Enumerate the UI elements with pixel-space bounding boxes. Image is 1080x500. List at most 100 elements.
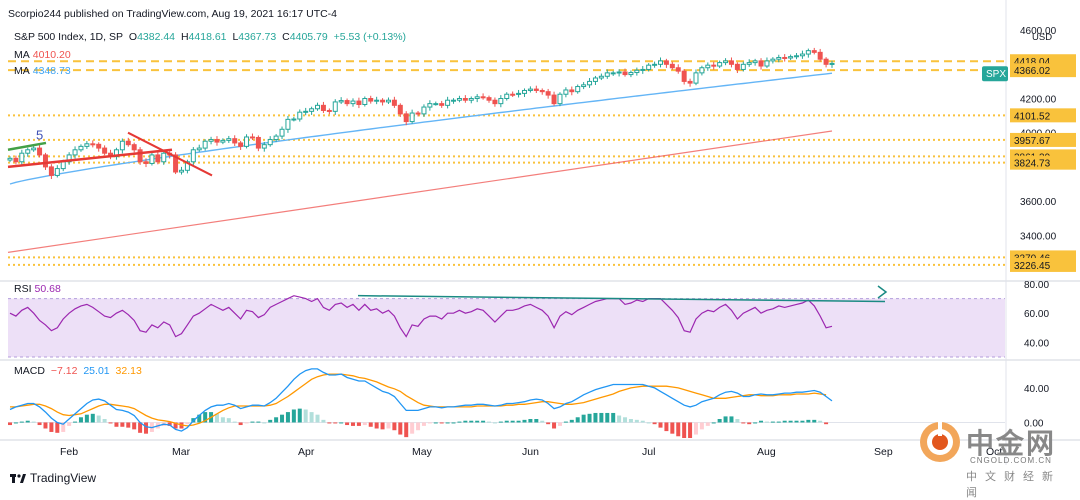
candle-body: [592, 77, 598, 82]
macd-histogram-bar: [800, 420, 805, 423]
macd-histogram-bar: [682, 422, 687, 438]
candle-body: [728, 60, 734, 65]
macd-histogram-bar: [102, 419, 107, 423]
price-tick-label: 4600.00: [1020, 26, 1057, 37]
macd-histogram-bar: [487, 421, 492, 423]
candle-body: [569, 89, 575, 93]
macd-histogram-bar: [73, 421, 78, 423]
rsi-tick-label: 40.00: [1024, 338, 1049, 349]
candle-body: [226, 138, 232, 141]
candle-body: [350, 100, 356, 105]
macd-histogram-bar: [197, 414, 202, 423]
candle-body: [232, 138, 238, 144]
level-tag: [1010, 155, 1076, 170]
high-value: 4418.61: [188, 31, 227, 43]
rsi-arrow-head: [877, 285, 888, 299]
macd-histogram-bar: [220, 417, 225, 423]
macd-histogram-bar: [818, 420, 823, 423]
candle-body: [244, 136, 250, 147]
macd-histogram-bar: [646, 422, 651, 424]
candle-body: [794, 55, 800, 58]
high-label: H: [180, 31, 189, 43]
watermark-sub: 中文财经新闻: [966, 471, 1061, 499]
macd-histogram-bar: [463, 420, 468, 423]
candle-body: [711, 64, 717, 67]
candle-body: [545, 91, 551, 96]
macd-histogram-bar: [557, 422, 562, 426]
macd-histogram-bar: [729, 416, 734, 423]
macd-histogram-bar: [475, 420, 480, 423]
macd-histogram-bar: [605, 412, 610, 423]
rsi-label: RSI: [14, 283, 32, 295]
tradingview-logo[interactable]: TradingView: [10, 471, 96, 485]
macd-histogram-bar: [445, 422, 450, 424]
candle-body: [646, 64, 652, 70]
candle-body: [291, 118, 297, 121]
candle-body: [486, 97, 492, 101]
rsi-legend: RSI 50.68: [14, 283, 64, 295]
candle-body: [776, 56, 782, 60]
macd-histogram-bar: [522, 419, 527, 423]
macd-histogram-bar: [764, 421, 769, 423]
macd-histogram-bar: [534, 419, 539, 423]
rsi-line: [9, 295, 833, 338]
candle-body: [805, 50, 811, 55]
candle-body: [48, 166, 54, 176]
macd-histogram-bar: [634, 419, 639, 423]
macd-histogram-bar: [794, 420, 799, 423]
macd-histogram-bar: [575, 417, 580, 423]
macd-signal-value: 32.13: [115, 365, 142, 377]
candle-body: [604, 72, 610, 77]
ma-slow-line: [7, 130, 833, 253]
level-tag-label: 4418.04: [1014, 57, 1051, 68]
candle-body: [616, 71, 622, 74]
macd-histogram-bar: [285, 412, 290, 423]
macd-histogram-bar: [628, 419, 633, 423]
macd-histogram-bar: [688, 422, 693, 438]
candle-body: [19, 152, 25, 163]
macd-histogram-bar: [652, 422, 657, 425]
candle-body: [498, 98, 504, 105]
macd-histogram-bar: [61, 422, 66, 432]
candle-body: [184, 161, 190, 171]
macd-histogram-bar: [439, 422, 444, 424]
candle-body: [131, 144, 137, 151]
macd-histogram-bar: [451, 422, 456, 424]
macd-histogram-bar: [327, 422, 332, 424]
candle-body: [338, 100, 344, 103]
macd-histogram-bar: [126, 422, 131, 428]
candle-body: [78, 145, 84, 151]
macd-histogram-bar: [416, 422, 421, 431]
macd-histogram-bar: [333, 422, 338, 424]
ma-fast-line: [9, 72, 833, 185]
time-axis-label: Feb: [60, 446, 78, 458]
macd-histogram-bar: [84, 414, 89, 423]
time-axis-label: May: [412, 446, 433, 458]
candle-body: [628, 72, 634, 76]
macd-histogram-bar: [723, 416, 728, 423]
macd-histogram-bar: [368, 422, 373, 427]
candle-body: [368, 98, 374, 102]
macd-histogram-bar: [711, 422, 716, 424]
macd-histogram-bar: [759, 420, 764, 423]
candle-body: [25, 149, 31, 154]
candle-body: [261, 144, 267, 149]
macd-histogram-bar: [693, 422, 698, 435]
watermark-url: CNGOLD.COM.CN: [970, 456, 1052, 465]
candle-body: [37, 147, 43, 156]
rsi-value: 50.68: [34, 283, 61, 295]
macd-histogram-bar: [699, 422, 704, 430]
candle-body: [551, 94, 557, 105]
macd-histogram-bar: [250, 421, 255, 423]
macd-histogram-bar: [350, 422, 355, 426]
candle-body: [480, 96, 486, 99]
macd-histogram-bar: [563, 421, 568, 423]
candle-body: [658, 60, 664, 65]
macd-histogram-bar: [167, 422, 172, 426]
candle-body: [829, 62, 835, 65]
macd-histogram-bar: [55, 422, 60, 433]
level-tag: [1010, 132, 1076, 147]
macd-line-value: 25.01: [83, 365, 110, 377]
macd-histogram-bar: [741, 422, 746, 424]
